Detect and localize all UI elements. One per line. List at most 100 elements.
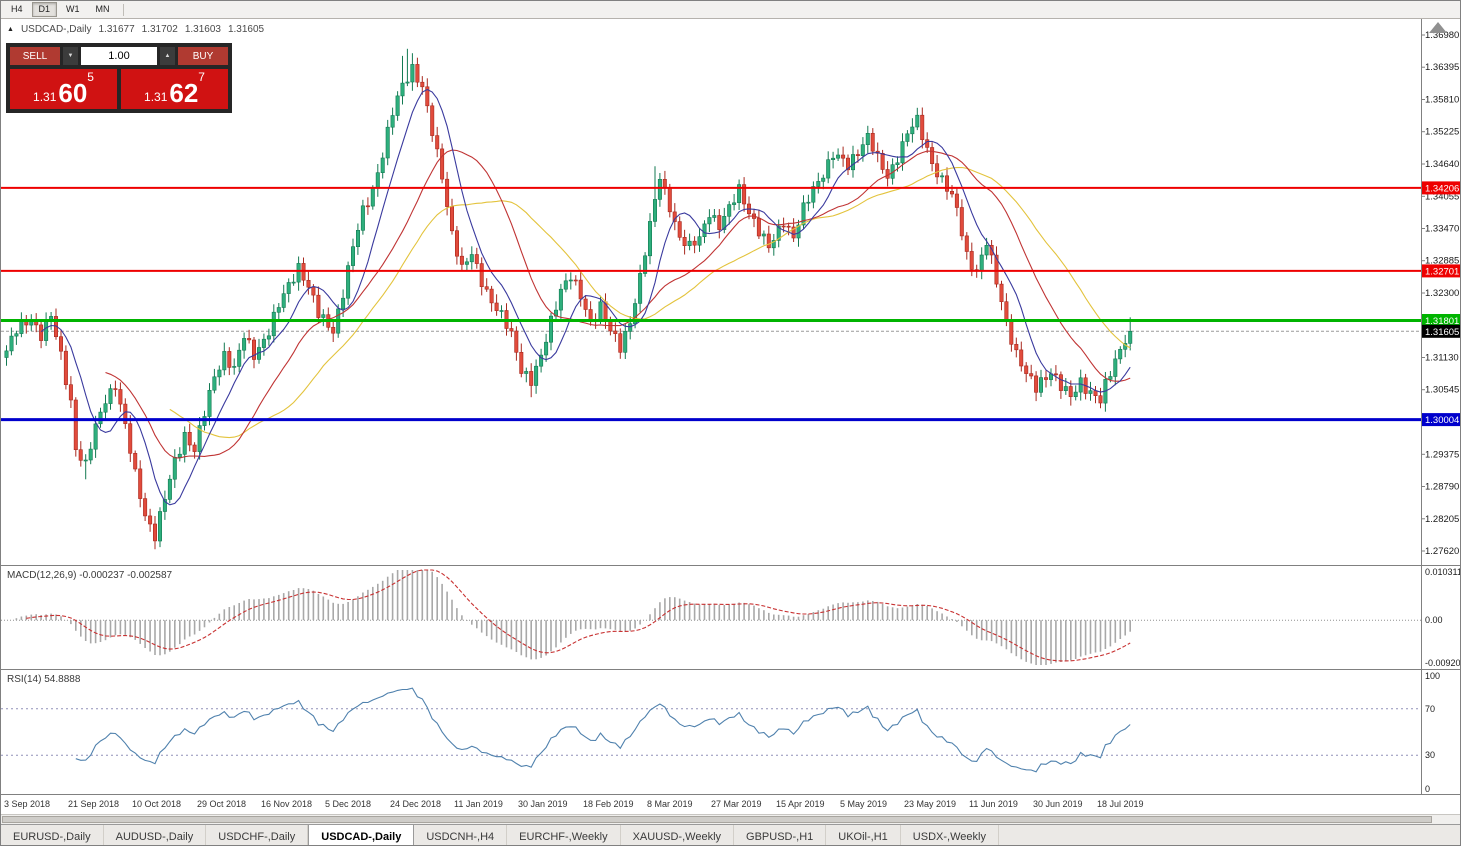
timeframe-button-mn[interactable]: MN (95, 4, 110, 14)
bottom-tab-usdchf-daily[interactable]: USDCHF-,Daily (206, 825, 309, 845)
bottom-tab-audusd-daily[interactable]: AUDUSD-,Daily (104, 825, 207, 845)
macd-histogram (15, 570, 1131, 665)
svg-text:1.36395: 1.36395 (1425, 62, 1459, 73)
buy-button[interactable]: BUY (178, 47, 228, 65)
svg-text:1.28790: 1.28790 (1425, 482, 1459, 493)
candles-layer (4, 48, 1133, 550)
date-label: 30 Jun 2019 (1033, 799, 1083, 809)
bottom-tab-gbpusd-h1[interactable]: GBPUSD-,H1 (734, 825, 827, 845)
date-label: 11 Jun 2019 (969, 799, 1018, 809)
date-label: 21 Sep 2018 (68, 799, 120, 809)
date-label: 30 Jan 2019 (518, 799, 568, 809)
ma-8-line (40, 88, 1131, 506)
timeframe-button-d1[interactable]: D1 (31, 2, 58, 17)
buy-price-tile[interactable]: 1.31 62 7 (121, 69, 228, 109)
svg-text:1.29375: 1.29375 (1425, 449, 1459, 460)
scroll-to-end-marker[interactable] (1429, 22, 1447, 33)
macd-signal-line (26, 569, 1131, 662)
svg-text:1.34055: 1.34055 (1425, 191, 1459, 202)
ohlc-open: 1.31677 (98, 24, 135, 35)
ohlc-close: 1.31605 (227, 24, 265, 35)
macd-indicator-panel[interactable]: MACD(12,26,9) -0.000237 -0.002587 0.0103… (1, 565, 1460, 669)
date-label: 15 Apr 2019 (776, 799, 825, 809)
svg-text:1.32885: 1.32885 (1425, 256, 1459, 267)
svg-text:1.32300: 1.32300 (1425, 288, 1459, 299)
date-label: 18 Feb 2019 (583, 799, 634, 809)
buy-price-big: 62 (169, 78, 199, 108)
ma-21-line (105, 149, 1131, 459)
one-click-panel-toggle-icon[interactable]: ▲ (7, 26, 14, 33)
bottom-tab-eurchf-weekly[interactable]: EURCHF-,Weekly (507, 825, 621, 845)
svg-text:0: 0 (1425, 784, 1430, 794)
svg-text:30: 30 (1425, 750, 1435, 760)
date-label: 29 Oct 2018 (197, 799, 247, 809)
chart-ohlc-header: ▲ USDCAD-,Daily 1.31677 1.31702 1.31603 … (7, 24, 264, 35)
horizontal-scrollbar[interactable] (1, 814, 1460, 824)
price-level-tag: 1.30004 (1422, 413, 1460, 427)
buy-price-prefix: 1.31 (144, 90, 168, 104)
main-chart-panel[interactable]: 1.36980 1.36395 1.35810 1.35225 1.34640 1.340… (1, 19, 1460, 565)
svg-text:1.32701: 1.32701 (1425, 266, 1459, 277)
ohlc-low: 1.31603 (184, 24, 221, 35)
bottom-tab-usdcad-daily[interactable]: USDCAD-,Daily (308, 825, 415, 845)
date-label: 24 Dec 2018 (390, 799, 442, 809)
rsi-line (75, 687, 1131, 773)
svg-text:1.34206: 1.34206 (1425, 183, 1459, 194)
sell-price-tile[interactable]: 1.31 60 5 (10, 69, 117, 109)
svg-text:70: 70 (1425, 704, 1435, 714)
timeframe-button-h4[interactable]: H4 (11, 4, 23, 14)
svg-text:1.30004: 1.30004 (1425, 415, 1459, 426)
sell-price-sup: 5 (87, 70, 94, 84)
timeframe-toolbar: H4 D1 W1 MN (1, 1, 1460, 19)
date-label: 10 Oct 2018 (132, 799, 182, 809)
date-label: 8 Mar 2019 (647, 799, 693, 809)
bottom-tab-usdcnh-h4[interactable]: USDCNH-,H4 (414, 825, 508, 845)
svg-text:1.35810: 1.35810 (1425, 95, 1459, 106)
svg-text:100: 100 (1425, 671, 1440, 681)
date-label: 5 May 2019 (840, 799, 888, 809)
chart-tab-bar: EURUSD-,Daily AUDUSD-,Daily USDCHF-,Daily U… (1, 824, 1460, 845)
svg-text:0.00: 0.00 (1425, 615, 1443, 625)
one-click-trading-panel: SELL ▼ 1.00 ▲ BUY 1.31 60 5 1.31 62 7 (6, 43, 232, 113)
volume-increase-button[interactable]: ▲ (160, 47, 175, 65)
toolbar-separator (122, 3, 124, 16)
rsi-label: RSI(14) 54.8888 (7, 674, 81, 685)
bottom-tab-eurusd-daily[interactable]: EURUSD-,Daily (1, 825, 104, 845)
time-axis[interactable]: 3 Sep 2018 21 Sep 2018 10 Oct 2018 29 Oct 2… (1, 794, 1460, 814)
volume-decrease-button[interactable]: ▼ (63, 47, 78, 65)
scrollbar-thumb[interactable] (2, 816, 1432, 823)
price-chart-canvas[interactable]: 1.36980 1.36395 1.35810 1.35225 1.34640 1.340… (1, 19, 1461, 565)
timeframe-button-w1[interactable]: W1 (66, 4, 80, 14)
bottom-tab-usdx-weekly[interactable]: USDX-,Weekly (901, 825, 999, 845)
macd-label: MACD(12,26,9) -0.000237 -0.002587 (7, 570, 173, 581)
price-level-tag: 1.34206 (1422, 181, 1460, 195)
svg-text:1.31605: 1.31605 (1425, 327, 1459, 338)
svg-text:0.010311: 0.010311 (1425, 567, 1461, 577)
buy-price-sup: 7 (198, 70, 205, 84)
sell-button[interactable]: SELL (10, 47, 60, 65)
bottom-tab-xauusd-weekly[interactable]: XAUUSD-,Weekly (621, 825, 735, 845)
date-label: 23 May 2019 (904, 799, 957, 809)
date-label: 27 Mar 2019 (711, 799, 762, 809)
chart-symbol-label: USDCAD-,Daily (20, 24, 92, 35)
svg-text:-0.009203: -0.009203 (1425, 658, 1461, 668)
date-label: 3 Sep 2018 (4, 799, 51, 809)
svg-text:1.30545: 1.30545 (1425, 385, 1459, 396)
macd-canvas[interactable]: 0.010311 0.00 -0.009203 (1, 566, 1461, 669)
ohlc-high: 1.31702 (141, 24, 178, 35)
current-price-tag: 1.31605 (1422, 324, 1460, 338)
svg-text:1.27620: 1.27620 (1425, 546, 1459, 557)
ma-34-line (169, 166, 1131, 439)
price-axis[interactable]: 1.36980 1.36395 1.35810 1.35225 1.34640 1.340… (1421, 30, 1461, 557)
bottom-tab-ukoil-h1[interactable]: UKOil-,H1 (826, 825, 901, 845)
sell-price-prefix: 1.31 (33, 90, 57, 104)
rsi-indicator-panel[interactable]: RSI(14) 54.8888 100 70 30 0 (1, 669, 1460, 794)
svg-text:1.35225: 1.35225 (1425, 127, 1459, 138)
horizontal-level-lines[interactable] (1, 186, 1421, 422)
svg-text:1.36980: 1.36980 (1425, 30, 1459, 41)
svg-text:1.31130: 1.31130 (1425, 353, 1459, 364)
volume-input[interactable]: 1.00 (81, 47, 157, 65)
price-level-tag: 1.32701 (1422, 264, 1460, 278)
rsi-canvas[interactable]: 100 70 30 0 (1, 670, 1461, 794)
date-label: 5 Dec 2018 (325, 799, 372, 809)
